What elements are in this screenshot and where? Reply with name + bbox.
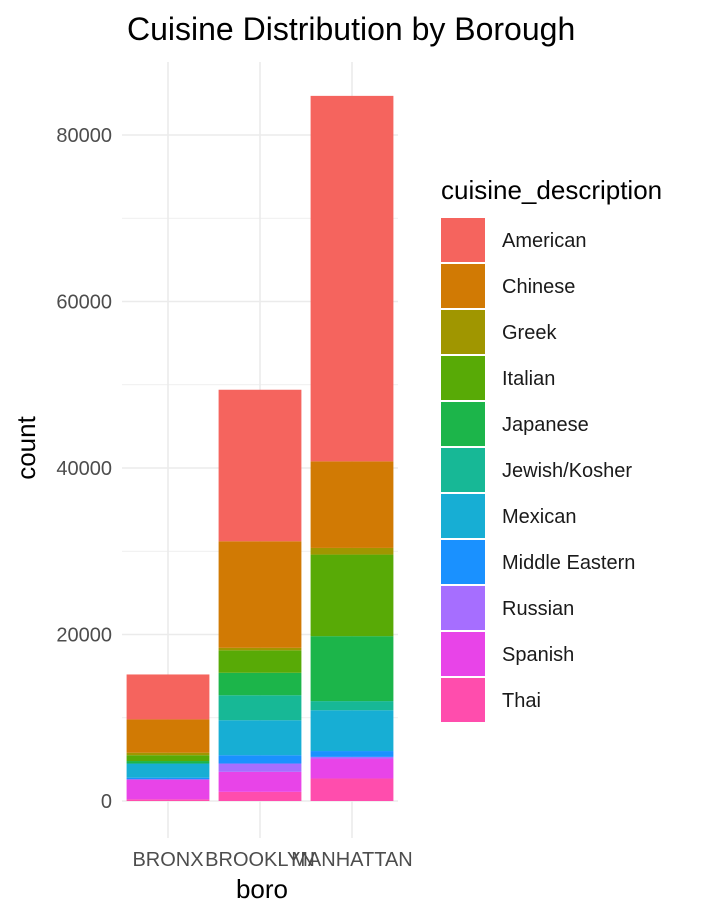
legend-swatch bbox=[441, 264, 485, 308]
bar-segment-bronx-italian bbox=[126, 755, 210, 762]
legend-label: Thai bbox=[502, 690, 541, 712]
legend-items: American Chinese Greek Italian Japanese Jewis… bbox=[441, 218, 635, 722]
legend-swatch bbox=[441, 586, 485, 630]
bar-segment-brooklyn-mexican bbox=[218, 720, 302, 756]
legend-label: Mexican bbox=[502, 506, 576, 528]
bar-segment-brooklyn-jewish-kosher bbox=[218, 695, 302, 721]
legend-label: Chinese bbox=[502, 276, 575, 298]
bar-segment-manhattan-middle-eastern bbox=[310, 751, 394, 757]
chart-title: Cuisine Distribution by Borough bbox=[127, 11, 575, 47]
legend-label: Russian bbox=[502, 598, 574, 620]
bar-segment-manhattan-russian bbox=[310, 756, 394, 759]
x-axis-title: boro bbox=[236, 874, 288, 904]
y-tick-label: 20000 bbox=[56, 625, 112, 647]
legend-label: Spanish bbox=[502, 644, 574, 666]
x-tick-label: BRONX bbox=[132, 849, 203, 871]
bar-segment-bronx-american bbox=[126, 674, 210, 720]
legend-swatch bbox=[441, 540, 485, 584]
bar-segment-brooklyn-american bbox=[218, 389, 302, 542]
bar-segment-brooklyn-russian bbox=[218, 763, 302, 772]
y-tick-label: 40000 bbox=[56, 458, 112, 480]
legend-swatch bbox=[441, 494, 485, 538]
x-tick-label: BROOKLYN bbox=[205, 849, 315, 871]
bar-segment-bronx-chinese bbox=[126, 719, 210, 753]
bar-segment-brooklyn-italian bbox=[218, 650, 302, 673]
bar-segment-manhattan-american bbox=[310, 95, 394, 462]
legend-label: Italian bbox=[502, 368, 555, 390]
bar-segment-manhattan-spanish bbox=[310, 758, 394, 779]
legend: cuisine_description American Chinese Greek… bbox=[441, 175, 662, 722]
bar-segment-brooklyn-thai bbox=[218, 791, 302, 801]
y-tick-label: 0 bbox=[101, 791, 112, 813]
legend-swatch bbox=[441, 310, 485, 354]
bar-segment-brooklyn-middle-eastern bbox=[218, 755, 302, 764]
bar-segment-bronx-thai bbox=[126, 799, 210, 801]
legend-swatch bbox=[441, 632, 485, 676]
bar-segment-manhattan-jewish-kosher bbox=[310, 701, 394, 711]
bar-segment-manhattan-italian bbox=[310, 554, 394, 637]
legend-label: Greek bbox=[502, 322, 557, 344]
bar-segment-brooklyn-chinese bbox=[218, 541, 302, 648]
y-axis-ticks: 0 20000 40000 60000 80000 bbox=[56, 125, 112, 813]
bar-segment-manhattan-mexican bbox=[310, 710, 394, 752]
legend-swatch bbox=[441, 402, 485, 446]
legend-swatch bbox=[441, 356, 485, 400]
legend-swatch bbox=[441, 678, 485, 722]
y-tick-label: 80000 bbox=[56, 125, 112, 147]
bar-segment-bronx-spanish bbox=[126, 779, 210, 800]
bar-segment-manhattan-thai bbox=[310, 778, 394, 801]
x-tick-label: MANHATTAN bbox=[291, 849, 412, 871]
y-tick-label: 60000 bbox=[56, 292, 112, 314]
legend-label: Middle Eastern bbox=[502, 552, 635, 574]
bar-segment-bronx-japanese bbox=[126, 761, 210, 764]
legend-title: cuisine_description bbox=[441, 175, 662, 205]
legend-label: Japanese bbox=[502, 414, 589, 436]
bar-segment-manhattan-japanese bbox=[310, 636, 394, 702]
bar-segment-manhattan-chinese bbox=[310, 461, 394, 548]
legend-swatch bbox=[441, 218, 485, 262]
legend-label: American bbox=[502, 230, 586, 252]
bar-segment-bronx-middle-eastern bbox=[126, 777, 210, 780]
bar-segment-bronx-mexican bbox=[126, 763, 210, 778]
legend-label: Jewish/Kosher bbox=[502, 460, 632, 482]
bar-segment-brooklyn-japanese bbox=[218, 672, 302, 696]
bar-segment-brooklyn-greek bbox=[218, 647, 302, 651]
y-axis-title: count bbox=[11, 415, 41, 479]
bar-segment-manhattan-greek bbox=[310, 547, 394, 555]
bar-segment-bronx-greek bbox=[126, 752, 210, 756]
legend-swatch bbox=[441, 448, 485, 492]
bars bbox=[126, 95, 394, 801]
bar-segment-brooklyn-spanish bbox=[218, 771, 302, 792]
